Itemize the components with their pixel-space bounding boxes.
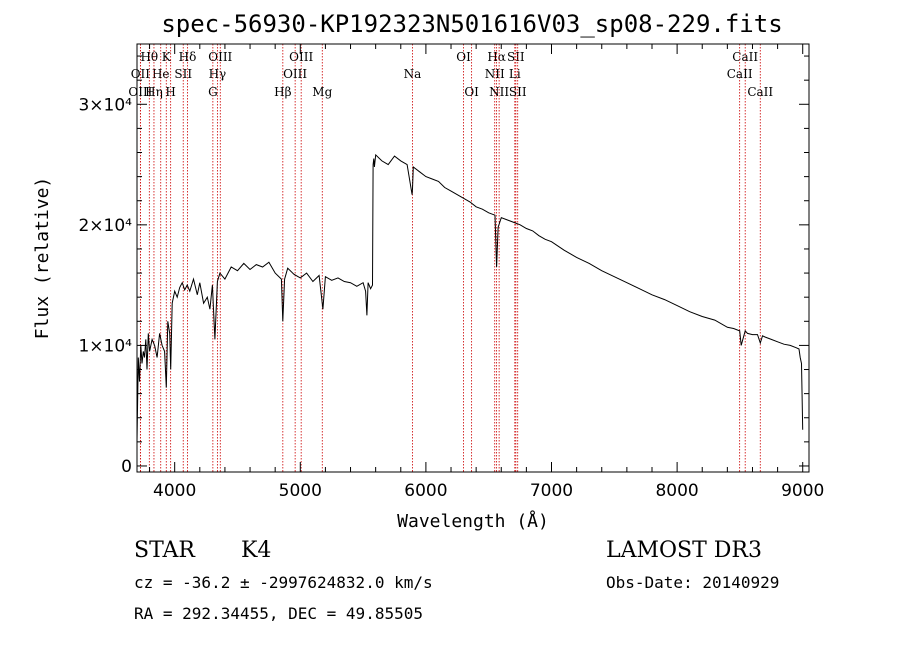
line-label: Hη xyxy=(145,85,163,99)
x-axis-label: Wavelength (Å) xyxy=(397,510,549,532)
y-tick-label: 3×10⁴ xyxy=(78,95,132,115)
object-class: STAR xyxy=(134,538,195,563)
plot-frame xyxy=(136,43,810,473)
x-tick-label: 5000 xyxy=(279,481,322,501)
line-label: Hα xyxy=(487,50,506,64)
x-tick-label: 4000 xyxy=(153,481,196,501)
spectrum-series xyxy=(136,153,804,442)
line-label: SII xyxy=(507,50,525,64)
x-tick-label: 8000 xyxy=(655,481,698,501)
survey-name: LAMOST DR3 xyxy=(606,538,762,563)
line-label: SII xyxy=(509,85,527,99)
obs-date: Obs-Date: 20140929 xyxy=(606,573,780,592)
axes-layer: 4000 5000 6000 7000 8000 9000 0 1×10⁴ 2×10⁴ 3×10⁴ xyxy=(78,44,824,501)
line-label: Hβ xyxy=(274,85,291,99)
line-label: Hγ xyxy=(209,67,227,81)
line-label: Hδ xyxy=(179,50,197,64)
spectrum-layer xyxy=(136,153,804,442)
line-label: OI xyxy=(464,85,479,99)
y-tick-label: 1×10⁴ xyxy=(78,336,132,356)
line-label: CaII xyxy=(732,50,758,64)
line-label: Hθ xyxy=(140,50,158,64)
x-tick-label: 7000 xyxy=(530,481,573,501)
x-tick-label: 9000 xyxy=(781,481,824,501)
line-label: G xyxy=(208,85,218,99)
line-label: Li xyxy=(509,67,521,81)
x-tick-label: 6000 xyxy=(404,481,447,501)
line-label: OIII xyxy=(208,50,232,64)
line-label: OIII xyxy=(289,50,313,64)
y-tick-label: 2×10⁴ xyxy=(78,216,132,236)
line-label: H xyxy=(165,85,175,99)
line-label: He xyxy=(152,67,170,81)
line-label: OIII xyxy=(128,85,152,99)
object-subclass: K4 xyxy=(241,538,272,563)
redshift-line: cz = -36.2 ± -2997624832.0 km/s xyxy=(134,573,433,592)
line-label: K xyxy=(162,50,172,64)
line-label: OI xyxy=(456,50,471,64)
line-label: NII xyxy=(489,85,509,99)
y-axis-label: Flux (relative) xyxy=(32,177,53,340)
line-label: OIII xyxy=(283,67,307,81)
line-label: Mg xyxy=(312,85,332,99)
y-tick-label: 0 xyxy=(121,457,132,477)
line-label: Na xyxy=(404,67,422,81)
coordinates: RA = 292.34455, DEC = 49.85505 xyxy=(134,604,423,623)
line-label: CaII xyxy=(747,85,773,99)
line-label: SII xyxy=(174,67,192,81)
line-label: NII xyxy=(485,67,505,81)
line-label: CaII xyxy=(727,67,753,81)
chart-title: spec-56930-KP192323N501616V03_sp08-229.f… xyxy=(161,10,782,38)
